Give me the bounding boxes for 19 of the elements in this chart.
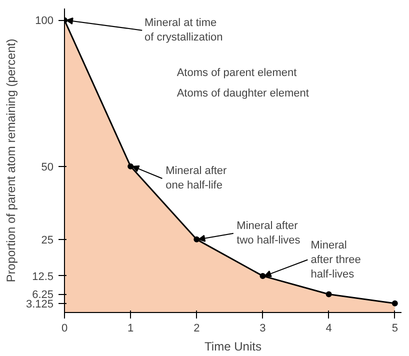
x-tick-label: 0 [61,322,68,334]
annotation: Mineral after one half-life [166,165,228,192]
x-tick-label: 1 [128,322,134,334]
y-axis-title: Proportion of parent atom remaining (percent) [4,38,18,282]
annotation: Mineral at time of crystallization [144,16,223,44]
annotation: Atoms of daughter element [176,87,309,100]
x-tick-label: 4 [326,322,332,334]
y-tick-label: 50 [41,161,54,174]
x-tick-label: 5 [392,322,398,334]
annotation: Mineral after three half-lives [310,240,361,280]
y-tick-label: 25 [41,234,54,246]
x-axis-title: Time Units [204,340,262,354]
y-tick-label: 12.5 [32,270,54,283]
x-tick-label: 2 [194,322,200,334]
annotation: Mineral after two half-lives [236,220,301,247]
x-tick-label: 3 [260,322,266,334]
y-tick-label: 100 [35,15,54,28]
y-tick-label: 3.125 [26,298,54,310]
annotation: Atoms of parent element [176,66,297,79]
